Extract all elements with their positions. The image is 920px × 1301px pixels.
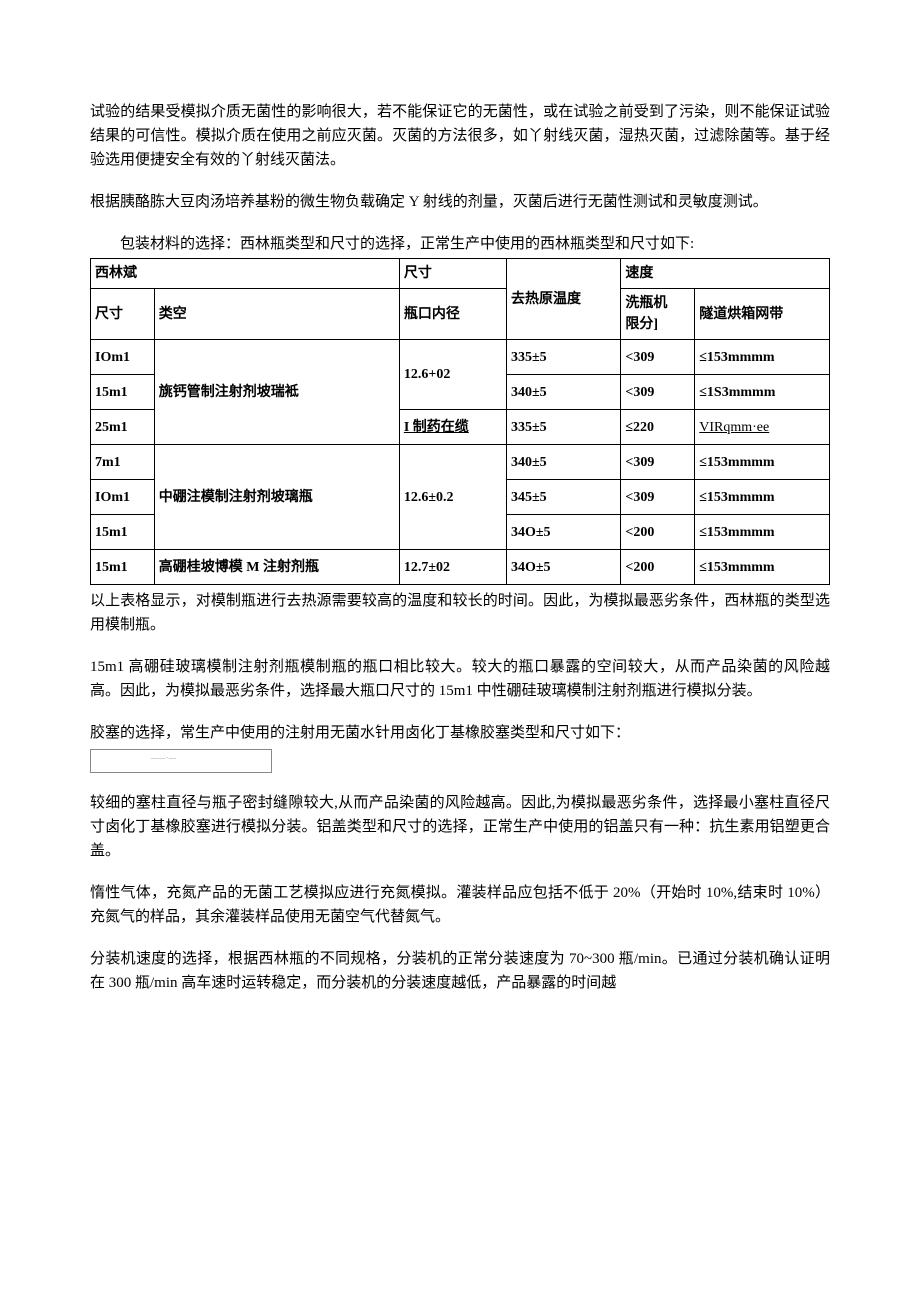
paragraph-4: 15m1 高硼硅玻璃模制注射剂瓶模制瓶的瓶口相比较大。较大的瓶口暴露的空间较大，… <box>90 655 830 703</box>
cell-temp: 340±5 <box>506 445 620 480</box>
cell-speed2: ≤153mmmm <box>695 445 830 480</box>
cell-speed2: ≤153mmmm <box>695 515 830 550</box>
paragraph-8: 分装机速度的选择，根据西林瓶的不同规格，分装机的正常分装速度为 70~300 瓶… <box>90 947 830 995</box>
cell-speed2: ≤153mmmm <box>695 480 830 515</box>
cell-type-g3: 高硼桂坡博模 M 注射剂瓶 <box>154 550 399 585</box>
th-sub-speed2: 隧道烘箱网带 <box>695 289 830 340</box>
cell-diam-g1: 12.6+02 <box>399 340 506 410</box>
cell-size: 15m1 <box>91 550 155 585</box>
cell-size: 15m1 <box>91 515 155 550</box>
cell-speed1: <200 <box>621 515 695 550</box>
th-sub-size: 尺寸 <box>91 289 155 340</box>
cell-link[interactable]: I 制药在缆 <box>399 410 506 445</box>
stopper-spec-image-box: ——·— <box>90 749 272 773</box>
th-sub-speed1: 洗瓶机 限分] <box>621 289 695 340</box>
cell-temp: 335±5 <box>506 340 620 375</box>
cell-speed1: <200 <box>621 550 695 585</box>
cell-speed1: ≤220 <box>621 410 695 445</box>
cell-speed2: ≤153mmmm <box>695 550 830 585</box>
stopper-spec-placeholder: ——·— <box>151 753 176 764</box>
th-sub-type: 类空 <box>154 289 399 340</box>
paragraph-2: 根据胰酪胨大豆肉汤培养基粉的微生物负载确定 Y 射线的剂量，灭菌后进行无菌性测试… <box>90 190 830 214</box>
vial-spec-table: 西林斌 尺寸 去热原温度 速度 尺寸 类空 瓶口内径 洗瓶机 限分] 隧道烘箱网… <box>90 258 830 585</box>
cell-speed1: <309 <box>621 480 695 515</box>
paragraph-1: 试验的结果受模拟介质无菌性的影响很大，若不能保证它的无菌性，或在试验之前受到了污… <box>90 100 830 172</box>
paragraph-7: 惰性气体，充氮产品的无菌工艺模拟应进行充氮模拟。灌装样品应包括不低于 20%（开… <box>90 881 830 929</box>
th-col1: 西林斌 <box>91 259 400 289</box>
cell-size: IOm1 <box>91 480 155 515</box>
cell-size: 15m1 <box>91 375 155 410</box>
paragraph-3: 以上表格显示，对模制瓶进行去热源需要较高的温度和较长的时间。因此，为模拟最恶劣条… <box>90 589 830 637</box>
cell-type-g1: 旐钙管制注射剂坡瑞袛 <box>154 340 399 445</box>
table-intro: 包装材料的选择：西林瓶类型和尺寸的选择，正常生产中使用的西林瓶类型和尺寸如下: <box>90 232 830 256</box>
cell-speed2: ≤1S3mmmm <box>695 375 830 410</box>
cell-speed2: ≤153mmmm <box>695 340 830 375</box>
cell-type-g2: 中硼注模制注射剂坡璃瓶 <box>154 445 399 550</box>
cell-speed1: <309 <box>621 445 695 480</box>
cell-speed2: VIRqmm·ee <box>695 410 830 445</box>
cell-size: 25m1 <box>91 410 155 445</box>
cell-temp: 345±5 <box>506 480 620 515</box>
th-col3: 去热原温度 <box>506 259 620 340</box>
cell-temp: 340±5 <box>506 375 620 410</box>
cell-speed1: <309 <box>621 375 695 410</box>
cell-diam-g2: 12.6±0.2 <box>399 445 506 550</box>
cell-temp: 34O±5 <box>506 515 620 550</box>
th-col2: 尺寸 <box>399 259 506 289</box>
cell-temp: 34O±5 <box>506 550 620 585</box>
cell-diam-g3: 12.7±02 <box>399 550 506 585</box>
cell-size: IOm1 <box>91 340 155 375</box>
th-sub-diam: 瓶口内径 <box>399 289 506 340</box>
th-col4: 速度 <box>621 259 830 289</box>
cell-size: 7m1 <box>91 445 155 480</box>
cell-speed1: <309 <box>621 340 695 375</box>
paragraph-5: 胶塞的选择，常生产中使用的注射用无菌水针用卤化丁基橡胶塞类型和尺寸如下： <box>90 721 830 745</box>
paragraph-6: 较细的塞柱直径与瓶子密封缝隙较大,从而产品染菌的风险越高。因此,为模拟最恶劣条件… <box>90 791 830 863</box>
cell-temp: 335±5 <box>506 410 620 445</box>
